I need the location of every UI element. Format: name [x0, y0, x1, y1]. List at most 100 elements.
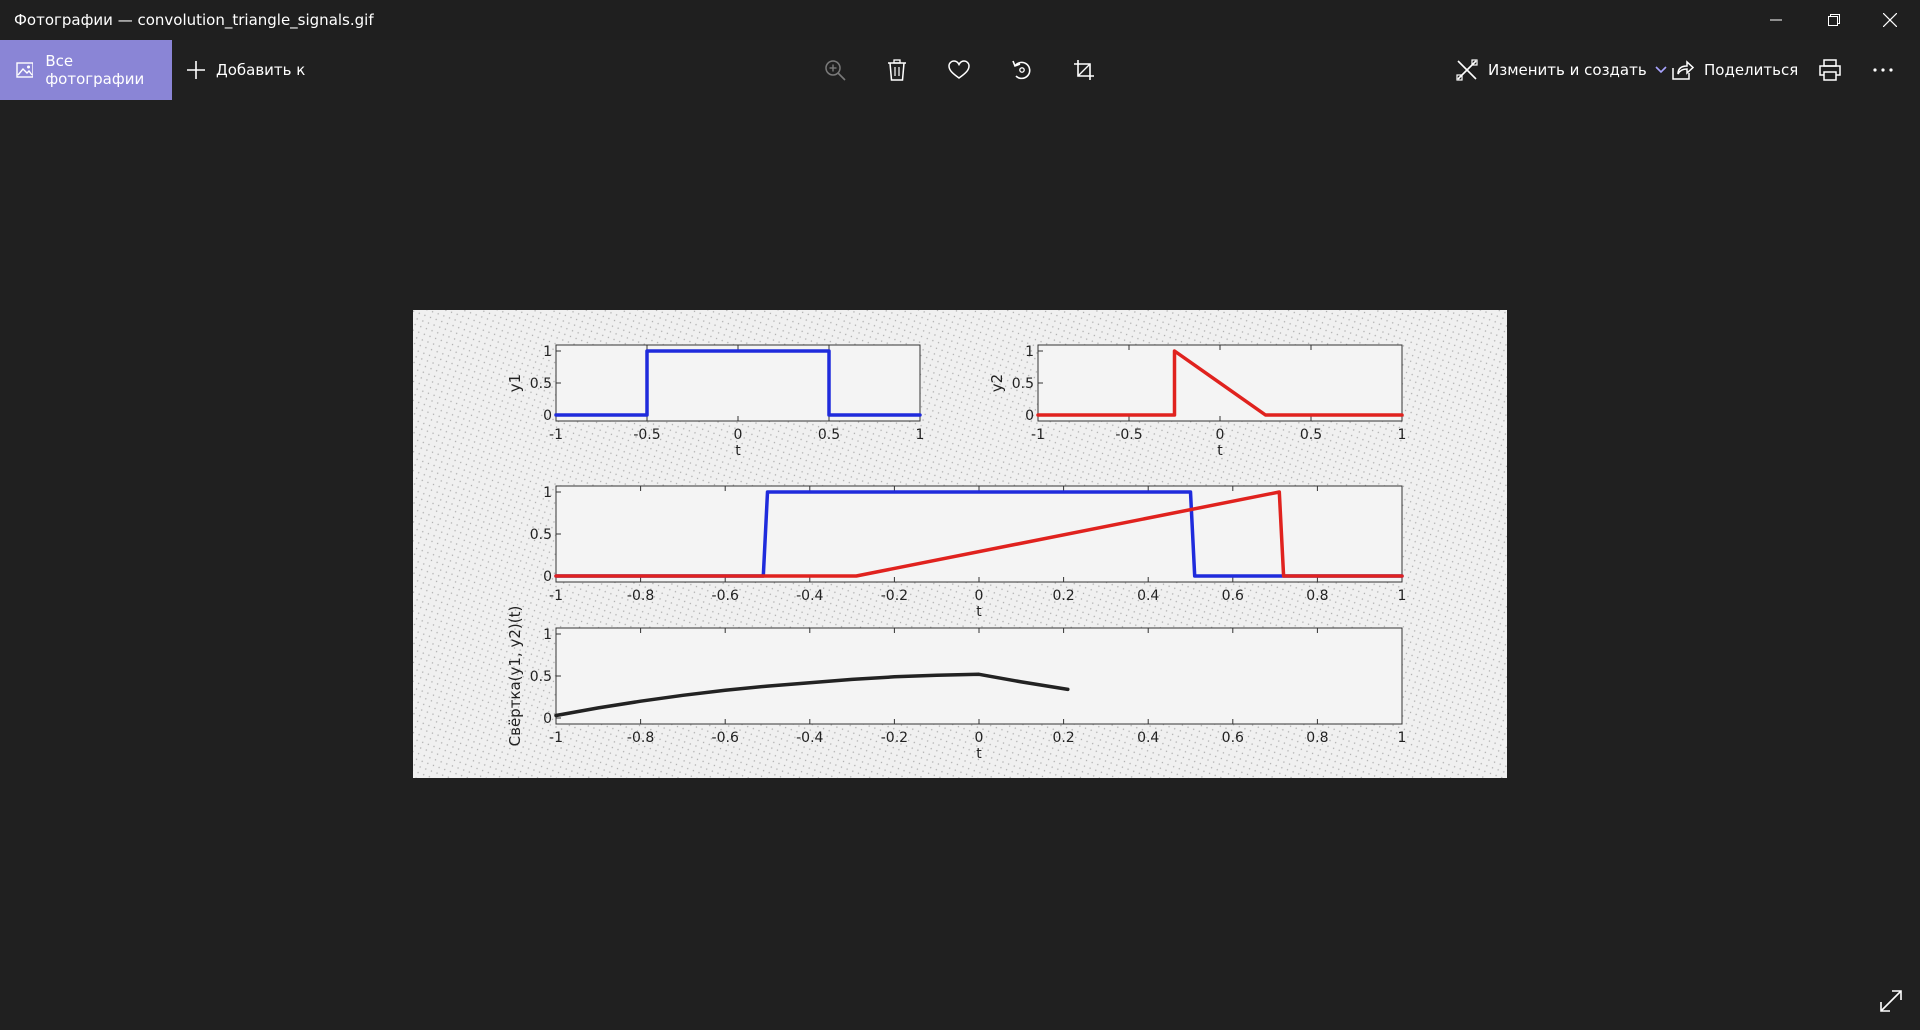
heart-icon [948, 60, 970, 79]
plus-icon [187, 61, 205, 79]
expand-icon [1880, 990, 1902, 1012]
all-photos-label: Все фотографии [45, 52, 145, 88]
series-line-black [554, 672, 1070, 718]
y-tick-label: 0.5 [530, 527, 552, 543]
x-tick-label: 0.5 [1300, 427, 1322, 443]
series-line-red [554, 490, 1404, 578]
series-line-red [1036, 349, 1404, 417]
minimize-button[interactable] [1748, 0, 1804, 40]
y-axis-label: Свёртка(y1, y2)(t) [506, 606, 524, 747]
x-tick-label: -0.2 [881, 588, 908, 604]
all-photos-button[interactable]: Все фотографии [0, 40, 172, 100]
print-button[interactable] [1815, 55, 1845, 85]
y-tick-label: 0 [543, 408, 552, 424]
rotate-button[interactable] [1007, 55, 1037, 85]
y-tick-label: 1 [543, 627, 552, 643]
share-icon [1672, 60, 1694, 80]
x-tick-label: 1 [1398, 730, 1407, 746]
x-tick-label: 0.8 [1306, 730, 1328, 746]
x-tick-label: -1 [549, 427, 563, 443]
plot-axes-box [555, 485, 1403, 583]
photo-icon [16, 62, 34, 78]
zoom-button[interactable] [820, 55, 850, 85]
photo-view: -1 -0.5 0 0.5 1 0 0.5 1 t y1 -1 -0.5 0 0.5 1 0 0.5 1 t y2 -1… [413, 310, 1507, 778]
x-tick-label: -1 [1031, 427, 1045, 443]
plot-top-right: -1 -0.5 0 0.5 1 0 0.5 1 t y2 [988, 344, 1406, 459]
x-tick-label: 0.6 [1222, 730, 1244, 746]
zoom-in-icon [825, 60, 846, 81]
x-axis-label: t [976, 746, 982, 762]
window-title: Фотографии — convolution_triangle_signal… [14, 11, 374, 29]
x-tick-label: 0.6 [1222, 588, 1244, 604]
x-tick-label: -0.5 [633, 427, 660, 443]
plot-axes-box [555, 344, 921, 422]
close-button[interactable] [1862, 0, 1918, 40]
restore-icon [1828, 14, 1840, 26]
delete-button[interactable] [882, 55, 912, 85]
y-tick-label: 0 [1025, 408, 1034, 424]
x-tick-label: 1 [1398, 427, 1407, 443]
x-axis-label: t [976, 604, 982, 620]
x-tick-label: 0.4 [1137, 588, 1159, 604]
x-tick-label: 0.8 [1306, 588, 1328, 604]
y-tick-label: 0.5 [530, 376, 552, 392]
chevron-down-icon [1655, 66, 1667, 74]
restore-button[interactable] [1806, 0, 1862, 40]
x-tick-label: 0.2 [1052, 588, 1074, 604]
minimize-icon [1770, 19, 1782, 21]
x-tick-label: -1 [549, 588, 563, 604]
x-tick-label: 0 [975, 588, 984, 604]
x-tick-label: -0.4 [796, 588, 823, 604]
series-line-blue [554, 349, 922, 417]
x-tick-label: 0 [734, 427, 743, 443]
y-tick-label: 1 [543, 344, 552, 360]
close-icon [1883, 13, 1897, 27]
x-tick-label: 0.2 [1052, 730, 1074, 746]
x-tick-label: 0 [1216, 427, 1225, 443]
share-label: Поделиться [1704, 61, 1799, 79]
y-axis-label: y1 [506, 374, 524, 392]
y-tick-label: 0 [543, 569, 552, 585]
edit-create-button[interactable]: Изменить и создать [1456, 40, 1667, 100]
y-tick-label: 1 [1025, 344, 1034, 360]
x-tick-label: 0.5 [818, 427, 840, 443]
x-tick-label: -1 [549, 730, 563, 746]
crop-button[interactable] [1069, 55, 1099, 85]
plot-middle: -1 -0.8 -0.6 -0.4 -0.2 0 0.2 0.4 0.6 0.8 1 0 0.5 1 t [530, 485, 1407, 620]
x-tick-label: -0.6 [712, 730, 739, 746]
y-axis-label: y2 [988, 374, 1006, 392]
crop-icon [1074, 60, 1094, 80]
x-tick-label: -0.8 [627, 588, 654, 604]
x-axis-label: t [1217, 443, 1223, 459]
x-tick-label: -0.6 [712, 588, 739, 604]
edit-create-icon [1456, 59, 1478, 81]
x-tick-label: -0.4 [796, 730, 823, 746]
y-tick-label: 0.5 [1012, 376, 1034, 392]
x-tick-label: -0.2 [881, 730, 908, 746]
y-tick-label: 0.5 [530, 669, 552, 685]
plot-top-left: -1 -0.5 0 0.5 1 0 0.5 1 t y1 [506, 344, 924, 459]
more-icon [1873, 68, 1893, 72]
x-tick-label: 0.4 [1137, 730, 1159, 746]
favorite-button[interactable] [944, 55, 974, 85]
y-tick-label: 0 [543, 711, 552, 727]
delete-icon [888, 59, 906, 81]
y-tick-label: 1 [543, 485, 552, 501]
add-to-label: Добавить к [216, 61, 306, 79]
x-tick-label: 1 [916, 427, 925, 443]
edit-create-label: Изменить и создать [1488, 61, 1647, 79]
add-to-button[interactable]: Добавить к [186, 40, 305, 100]
rotate-icon [1012, 60, 1031, 80]
x-tick-label: 0 [975, 730, 984, 746]
fullscreen-button[interactable] [1876, 986, 1906, 1016]
x-tick-label: -0.5 [1115, 427, 1142, 443]
x-axis-label: t [735, 443, 741, 459]
share-button[interactable]: Поделиться [1672, 40, 1798, 100]
title-bar: Фотографии — convolution_triangle_signal… [0, 0, 1920, 40]
x-tick-label: 1 [1398, 588, 1407, 604]
print-icon [1819, 59, 1841, 81]
x-tick-label: -0.8 [627, 730, 654, 746]
plot-bottom: -1 -0.8 -0.6 -0.4 -0.2 0 0.2 0.4 0.6 0.8 1 0 0.5 1 t Св… [506, 606, 1406, 762]
more-button[interactable] [1868, 55, 1898, 85]
